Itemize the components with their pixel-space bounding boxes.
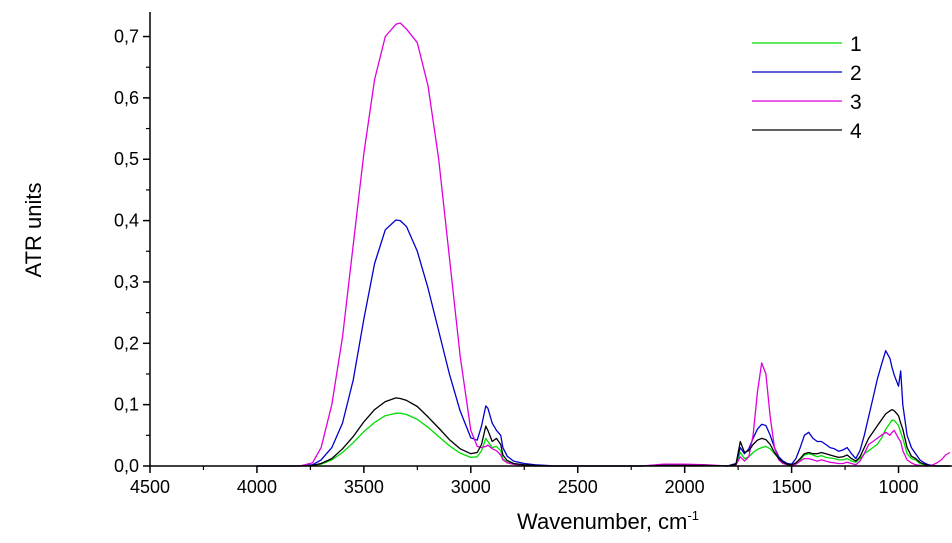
- x-tick-label: 4500: [130, 477, 170, 497]
- x-axis-title: Wavenumber, cm-1: [517, 508, 699, 534]
- x-tick-label: 4000: [237, 477, 277, 497]
- legend-label-4: 4: [850, 120, 862, 143]
- y-tick-label: 0,3: [114, 272, 139, 292]
- series-line-3: [256, 22, 951, 467]
- x-axis-title-superscript: -1: [687, 508, 699, 523]
- y-tick-label: 0,6: [114, 88, 139, 108]
- x-tick-label: 3000: [451, 477, 491, 497]
- legend-label-1: 1: [850, 33, 862, 56]
- y-tick-label: 0,2: [114, 333, 139, 353]
- x-tick-label: 1000: [879, 477, 919, 497]
- x-axis-title-text: Wavenumber, cm: [517, 509, 687, 534]
- legend-label-3: 3: [850, 91, 862, 114]
- x-axis-ticks: 4500 4000 3500 3000 2500 2000 1500 1000: [130, 466, 919, 497]
- y-axis-title: ATR units: [21, 183, 46, 278]
- plot-lines: [256, 22, 951, 467]
- x-tick-label: 2500: [558, 477, 598, 497]
- y-tick-label: 0,7: [114, 27, 139, 47]
- y-axis-ticks: 0,0 0,1 0,2 0,3 0,4 0,5 0,6 0,7: [114, 27, 150, 476]
- y-tick-label: 0,1: [114, 395, 139, 415]
- x-tick-label: 1500: [772, 477, 812, 497]
- series-line-1: [256, 412, 950, 467]
- series-line-4: [256, 397, 950, 467]
- y-tick-label: 0,4: [114, 211, 139, 231]
- y-tick-label: 0,5: [114, 149, 139, 169]
- y-tick-label: 0,0: [114, 456, 139, 476]
- series-line-2: [256, 219, 950, 467]
- legend: 1 2 3 4: [752, 33, 862, 143]
- legend-label-2: 2: [850, 62, 862, 85]
- x-tick-label: 2000: [665, 477, 705, 497]
- x-tick-label: 3500: [344, 477, 384, 497]
